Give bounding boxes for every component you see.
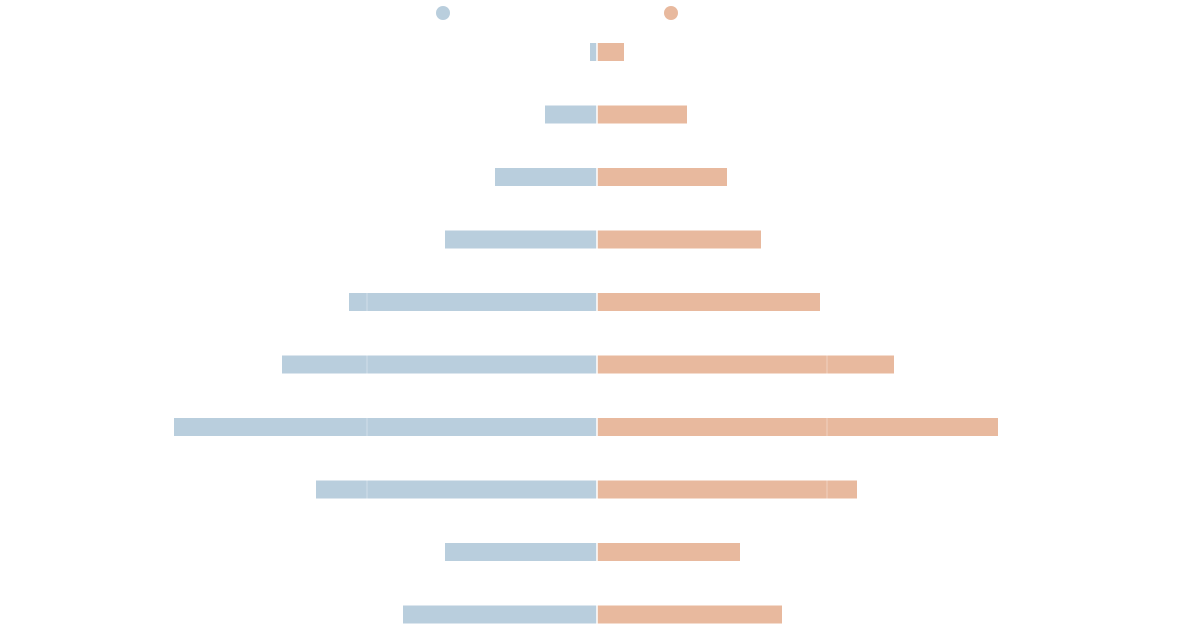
bar-right-row-9 [597,543,740,561]
left-series-legend-dot [436,6,450,20]
bars-group [174,43,998,624]
bar-right-row-5 [597,293,820,311]
legend [436,6,678,20]
bar-left-row-1 [590,43,597,61]
bar-right-row-3 [597,168,727,186]
bar-right-row-4 [597,230,761,249]
bar-left-row-7 [174,418,597,436]
tick-marks [366,43,828,624]
bar-left-row-4 [445,230,597,249]
bar-right-row-2 [597,105,687,124]
bar-right-row-1 [597,43,624,61]
bar-left-row-9 [445,543,597,561]
right-series-legend-dot [664,6,678,20]
bar-left-row-6 [282,355,597,374]
bar-right-row-10 [597,605,782,624]
bar-right-row-7 [597,418,998,436]
bar-left-row-2 [545,105,597,124]
bar-right-row-6 [597,355,894,374]
bar-left-row-10 [403,605,597,624]
bar-right-row-8 [597,480,857,499]
bar-left-row-5 [349,293,597,311]
bar-left-row-3 [495,168,597,186]
bar-left-row-8 [316,480,597,499]
